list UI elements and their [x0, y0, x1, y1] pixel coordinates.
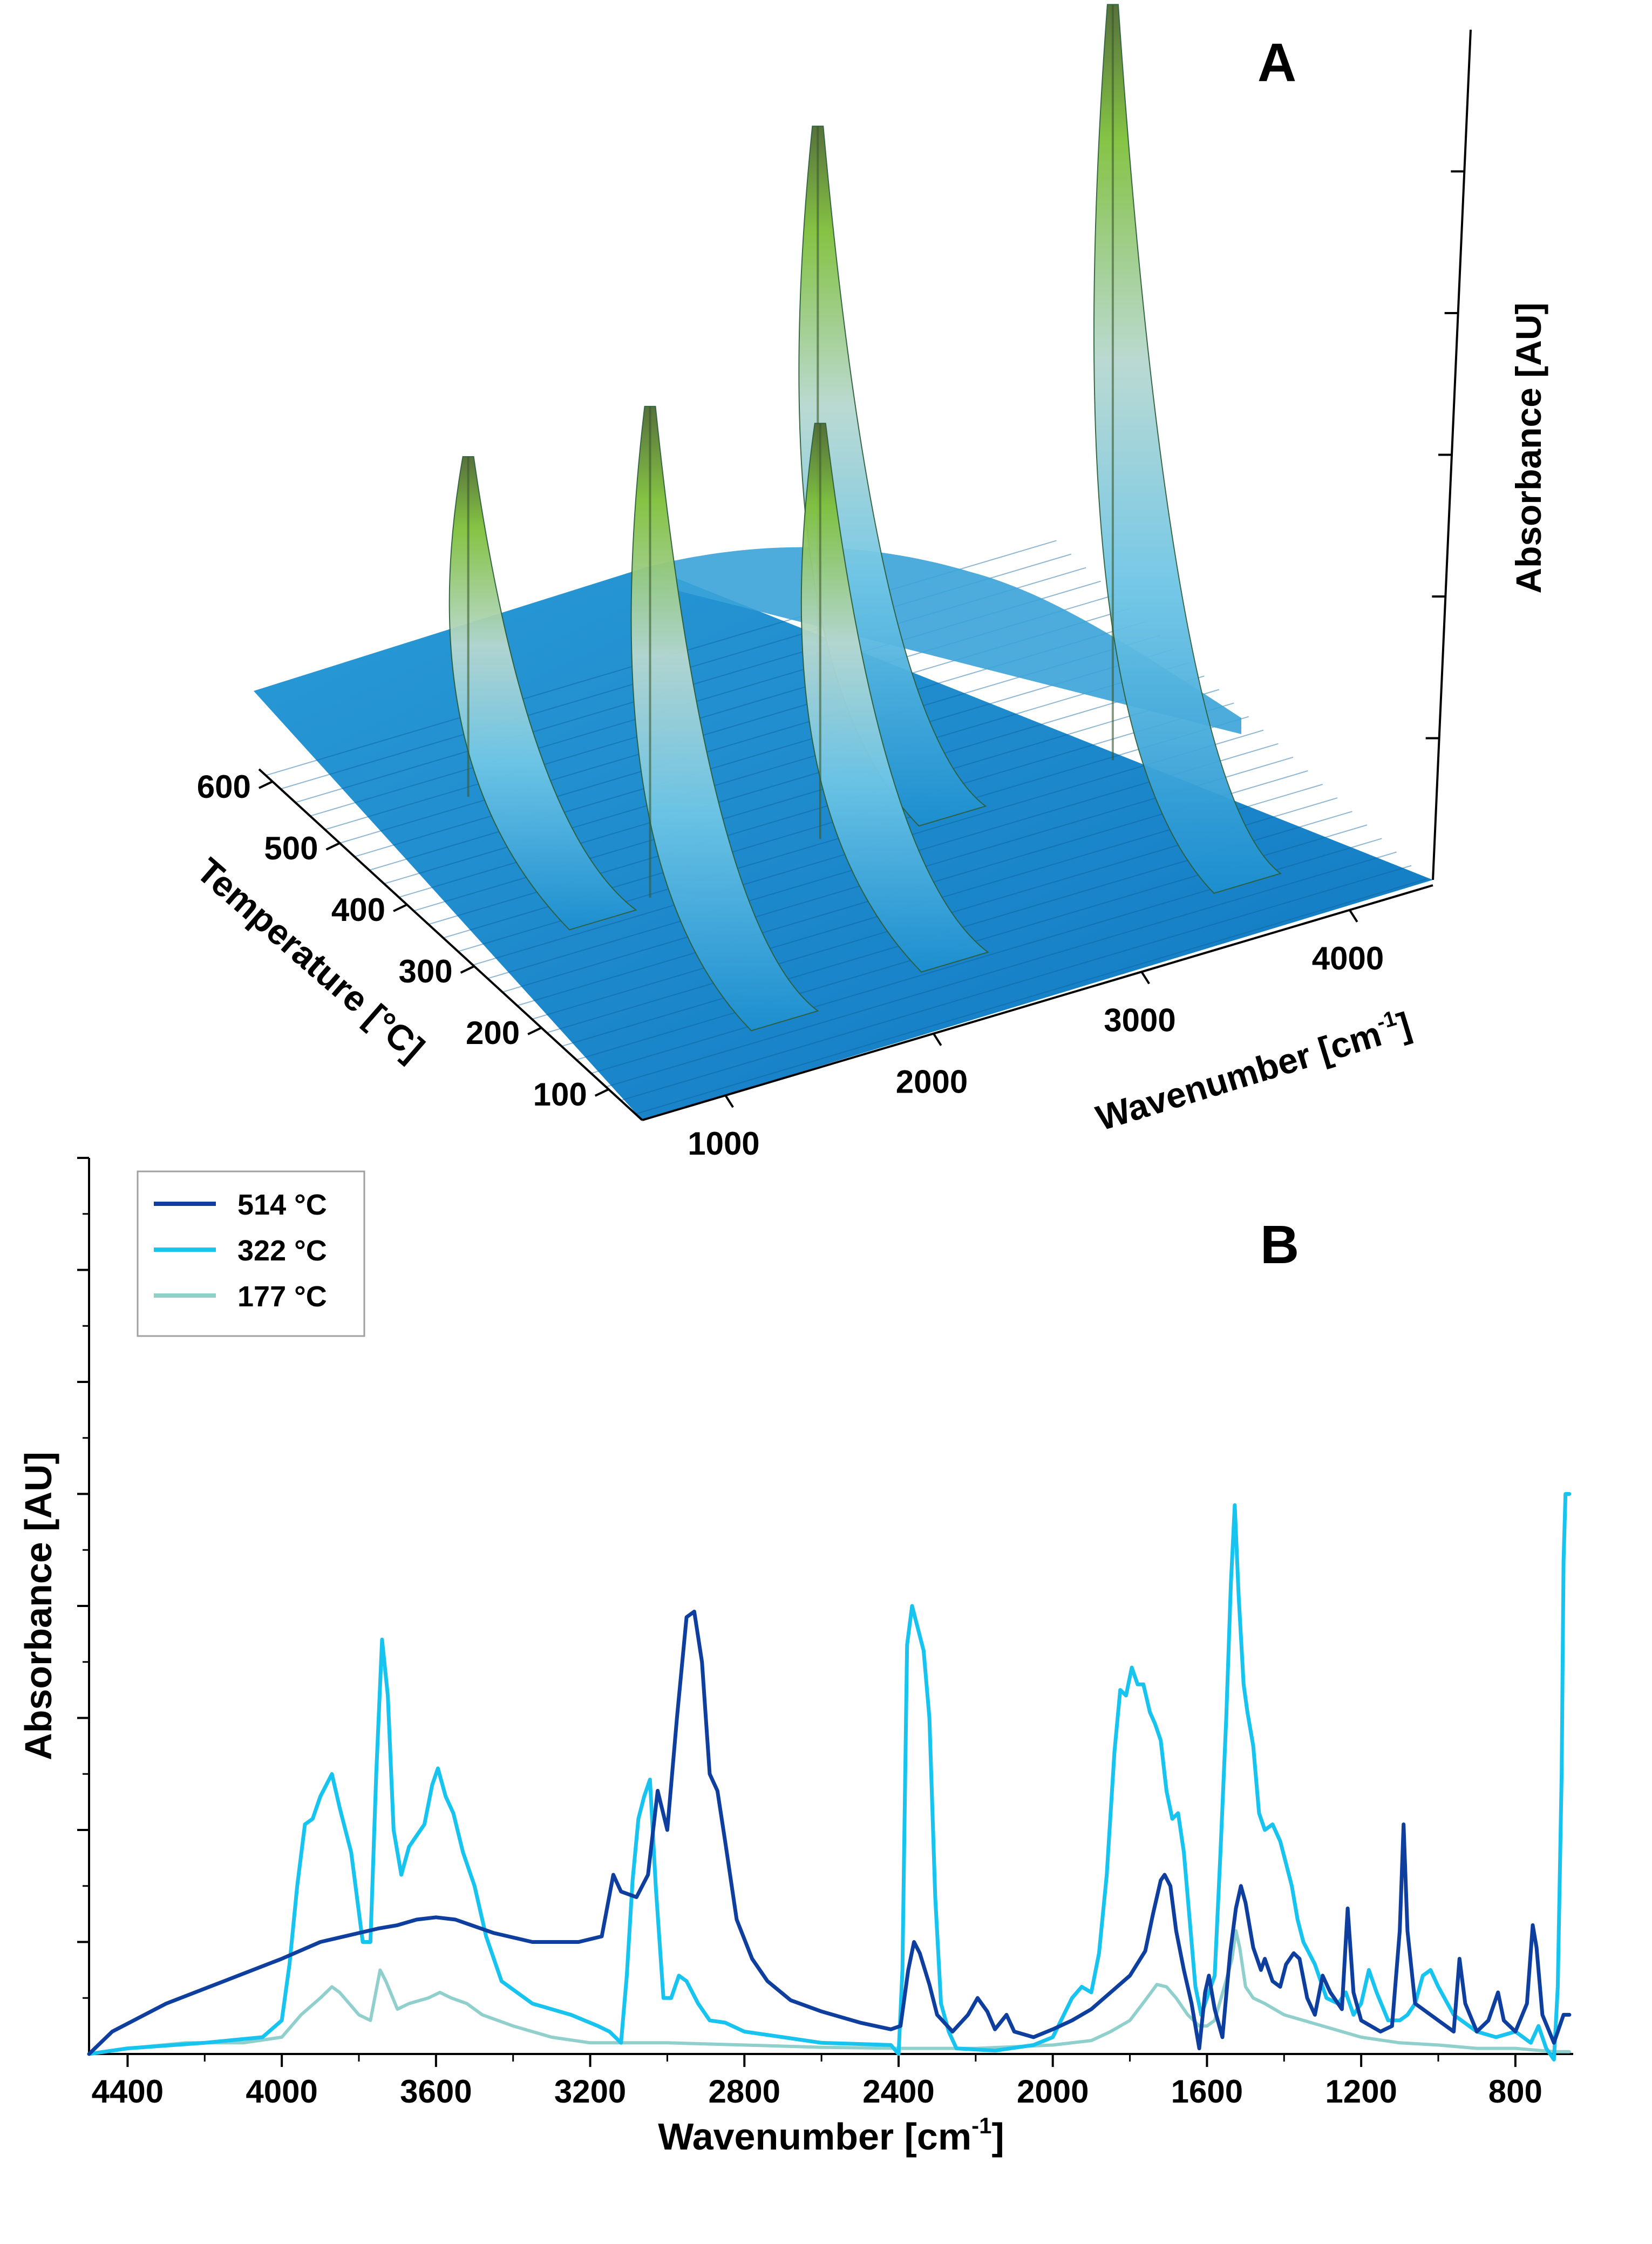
- y-axis-label: Absorbance [AU]: [17, 1452, 59, 1760]
- legend: 514 °C 322 °C 177 °C: [137, 1170, 365, 1337]
- x-axis-line: [642, 884, 1433, 1121]
- x-tick-label: 4400: [92, 2073, 164, 2110]
- y-tick-label: 400: [331, 892, 385, 928]
- x-axis-ticks: 4400 4000 3600 3200 2800 2400 2000 1600 1200 800: [92, 2054, 1542, 2110]
- y-axis-ticks: [77, 1157, 89, 1999]
- y-axis-tick: [527, 1027, 542, 1035]
- x-tick-label: 800: [1488, 2073, 1542, 2110]
- x-tick-label: 3600: [400, 2073, 472, 2110]
- y-axis-tick: [460, 965, 475, 974]
- x-tick-label: 4000: [246, 2073, 317, 2110]
- y-tick-label: 300: [398, 953, 452, 989]
- x-tick-label: 4000: [1312, 940, 1384, 977]
- legend-label: 322 °C: [237, 1235, 327, 1267]
- surface-peak: [1093, 4, 1282, 894]
- legend-label: 177 °C: [237, 1280, 327, 1313]
- x-axis-tick: [1349, 909, 1358, 923]
- y-axis-ticks: 100 200 300 400 500 600: [197, 769, 609, 1113]
- x-tick-label: 2400: [862, 2073, 934, 2110]
- x-axis-tick: [1140, 971, 1150, 985]
- series-line-1: [87, 1492, 1572, 2062]
- z-axis-label: Absorbance [AU]: [1508, 302, 1548, 593]
- legend-label: 514 °C: [237, 1189, 327, 1221]
- y-axis-tick: [594, 1088, 609, 1097]
- surface-peak: [800, 423, 989, 973]
- y-axis-line: [258, 768, 643, 1121]
- x-axis-tick: [724, 1095, 734, 1108]
- panel-b-label: B: [1260, 1215, 1299, 1275]
- surface-grid-line: [620, 865, 1412, 1101]
- x-axis-ticks: 1000 2000 3000 4000: [688, 909, 1384, 1162]
- x-tick-label: 3000: [1104, 1002, 1175, 1038]
- y-axis-label: Temperature [°C]: [189, 850, 432, 1068]
- y-tick-label: 600: [197, 769, 251, 805]
- x-tick-label: 1200: [1325, 2073, 1397, 2110]
- legend-box: [137, 1170, 365, 1337]
- x-tick-label: 2800: [709, 2073, 780, 2110]
- legend-items: 514 °C 322 °C 177 °C: [154, 1189, 327, 1313]
- y-tick-label: 500: [264, 830, 318, 866]
- x-axis-tick: [933, 1033, 942, 1046]
- y-tick-label: 100: [533, 1076, 587, 1113]
- series-line-2: [87, 1929, 1571, 2056]
- panel-b-line-chart: B 4400 4000 3600 3200 2800 2400 2000 1600 1200 80…: [17, 1157, 1573, 2158]
- y-axis-tick: [325, 842, 341, 851]
- series-line-0: [87, 1609, 1572, 2056]
- surface-peak: [630, 405, 819, 1032]
- x-tick-label: 1000: [688, 1126, 759, 1162]
- panel-a-label: A: [1257, 32, 1296, 93]
- y-axis-tick: [393, 904, 407, 912]
- surface-grid-line: [606, 851, 1397, 1088]
- z-axis-ticks: [1425, 170, 1465, 740]
- surface-back-hump: [648, 547, 1241, 734]
- surface-ridges: [448, 4, 1282, 1032]
- y-axis-tick: [259, 781, 273, 789]
- x-tick-label: 2000: [1017, 2073, 1089, 2110]
- x-axis-label: Wavenumber [cm-1]: [658, 2113, 1004, 2158]
- x-tick-label: 2000: [896, 1064, 968, 1100]
- x-tick-label: 3200: [554, 2073, 626, 2110]
- surface-grid-line: [635, 878, 1426, 1115]
- series-group: [87, 1492, 1572, 2062]
- y-tick-label: 200: [466, 1015, 520, 1051]
- x-tick-label: 1600: [1171, 2073, 1243, 2110]
